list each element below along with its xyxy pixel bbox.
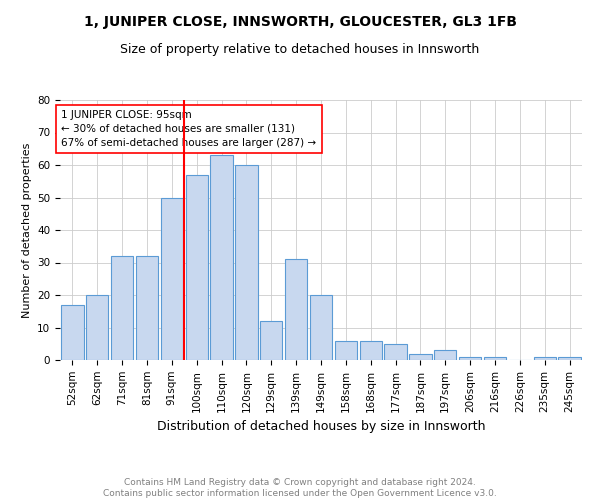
Text: Size of property relative to detached houses in Innsworth: Size of property relative to detached ho…	[121, 42, 479, 56]
Y-axis label: Number of detached properties: Number of detached properties	[22, 142, 32, 318]
Bar	[111, 256, 133, 360]
Bar	[260, 321, 283, 360]
Bar	[211, 155, 233, 360]
Bar	[86, 295, 109, 360]
Bar	[459, 357, 481, 360]
Bar	[385, 344, 407, 360]
Bar	[533, 357, 556, 360]
Bar	[310, 295, 332, 360]
Bar	[61, 304, 83, 360]
Bar	[235, 165, 257, 360]
Bar	[484, 357, 506, 360]
Text: Contains HM Land Registry data © Crown copyright and database right 2024.
Contai: Contains HM Land Registry data © Crown c…	[103, 478, 497, 498]
Bar	[136, 256, 158, 360]
Bar	[185, 175, 208, 360]
Bar	[161, 198, 183, 360]
Bar	[359, 340, 382, 360]
Text: 1, JUNIPER CLOSE, INNSWORTH, GLOUCESTER, GL3 1FB: 1, JUNIPER CLOSE, INNSWORTH, GLOUCESTER,…	[83, 15, 517, 29]
Bar	[434, 350, 457, 360]
X-axis label: Distribution of detached houses by size in Innsworth: Distribution of detached houses by size …	[157, 420, 485, 433]
Bar	[409, 354, 431, 360]
Text: 1 JUNIPER CLOSE: 95sqm
← 30% of detached houses are smaller (131)
67% of semi-de: 1 JUNIPER CLOSE: 95sqm ← 30% of detached…	[61, 110, 316, 148]
Bar	[335, 340, 357, 360]
Bar	[285, 259, 307, 360]
Bar	[559, 357, 581, 360]
